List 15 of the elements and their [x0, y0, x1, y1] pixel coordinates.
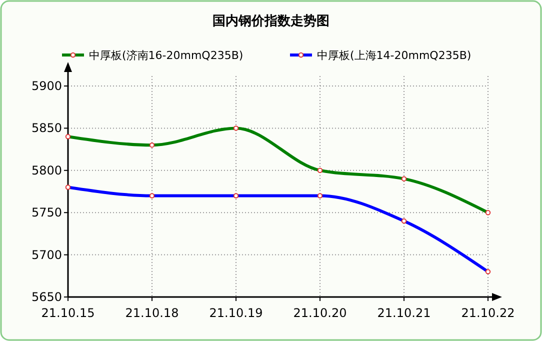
x-tick-label: 21.10.20 [293, 306, 347, 320]
chart-title: 国内钢价指数走势图 [212, 13, 330, 29]
y-tick-label: 5750 [31, 206, 62, 220]
y-tick-label: 5650 [31, 290, 62, 304]
legend-label: 中厚板(济南16-20mmQ235B) [89, 49, 244, 62]
y-tick-label: 5900 [31, 79, 62, 93]
x-tick-label: 21.10.15 [41, 306, 95, 320]
x-tick-label: 21.10.18 [125, 306, 179, 320]
y-tick-label: 5800 [31, 163, 62, 178]
x-tick-label: 21.10.21 [377, 306, 431, 320]
legend-label: 中厚板(上海14-20mmQ235B) [317, 49, 472, 62]
y-tick-label: 5700 [31, 248, 62, 262]
y-tick-label: 5850 [31, 121, 62, 136]
x-tick-label: 21.10.19 [209, 306, 263, 320]
x-tick-label: 21.10.22 [461, 306, 515, 320]
